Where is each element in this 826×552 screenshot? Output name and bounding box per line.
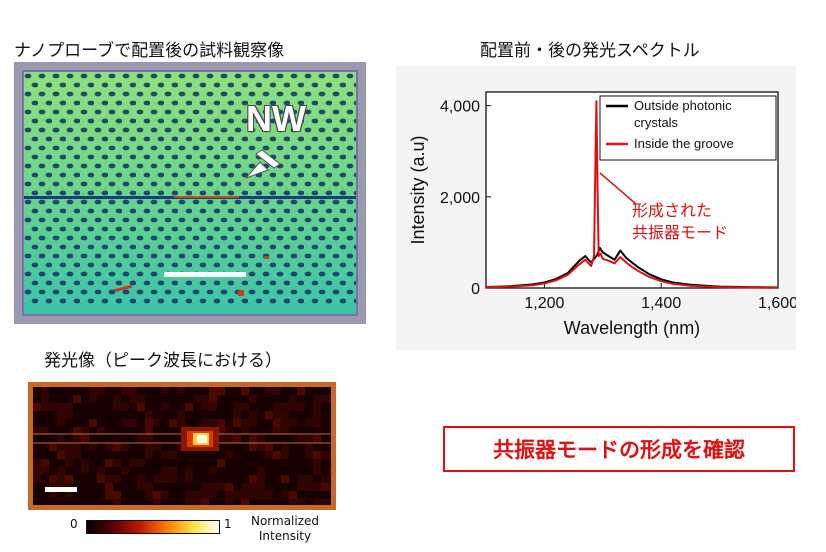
- legend-label: Inside the groove: [634, 136, 734, 151]
- mode-annotation-line1: 形成された: [632, 201, 713, 220]
- y-tick-label: 4,000: [440, 99, 480, 116]
- x-tick-label: 1,400: [641, 295, 681, 312]
- colorbar-max-label: 1: [224, 517, 232, 531]
- annotation-arrow: [599, 172, 637, 205]
- colorbar-min-label: 0: [70, 517, 78, 531]
- chart-panel: 1,200 1,400 1,600 0 2,000 4,000 Wavelength (nm…: [396, 66, 798, 350]
- sem-image: NW: [22, 70, 358, 316]
- pl-emission-image: [33, 387, 331, 505]
- mode-annotation: 形成された 共振器モード: [632, 200, 728, 244]
- pl-image: [28, 382, 336, 510]
- confirm-box: 共振器モードの形成を確認: [443, 426, 795, 472]
- series-line-outside: [485, 246, 779, 289]
- spectrum-chart: 1,200 1,400 1,600 0 2,000 4,000 Wavelength (nm…: [408, 91, 798, 338]
- mode-annotation-line2: 共振器モード: [632, 223, 729, 242]
- y-tick-label: 2,000: [440, 190, 480, 207]
- colorbar-caption-line2: Intensity: [258, 529, 312, 543]
- sem-photonic-crystal-image: [24, 72, 356, 314]
- legend-label: Outside photonic: [634, 98, 732, 113]
- confirm-text: 共振器モードの形成を確認: [493, 438, 745, 462]
- sem-title: ナノプローブで配置後の試料観察像: [14, 41, 285, 61]
- colorbar-caption-line1: Normalized: [250, 514, 320, 528]
- colorbar-caption: Normalized Intensity: [240, 514, 330, 544]
- series-line-inside: [485, 100, 779, 289]
- x-axis-label: Wavelength (nm): [564, 318, 700, 338]
- legend-box: [599, 95, 777, 161]
- sem-image-panel: NW: [14, 62, 366, 324]
- x-tick-label: 1,600: [758, 295, 796, 312]
- legend-label: crystals: [634, 115, 679, 130]
- nw-arrow-icon: [255, 149, 281, 169]
- x-tick-label: 1,200: [524, 295, 564, 312]
- y-axis-label: Intensity (a.u): [408, 135, 428, 244]
- nw-label: NW: [246, 98, 306, 139]
- colorbar: [86, 520, 220, 534]
- y-tick-label: 0: [471, 281, 480, 298]
- chart-title: 配置前・後の発光スペクトル: [480, 41, 700, 61]
- pl-title: 発光像（ピーク波長における）: [44, 351, 282, 371]
